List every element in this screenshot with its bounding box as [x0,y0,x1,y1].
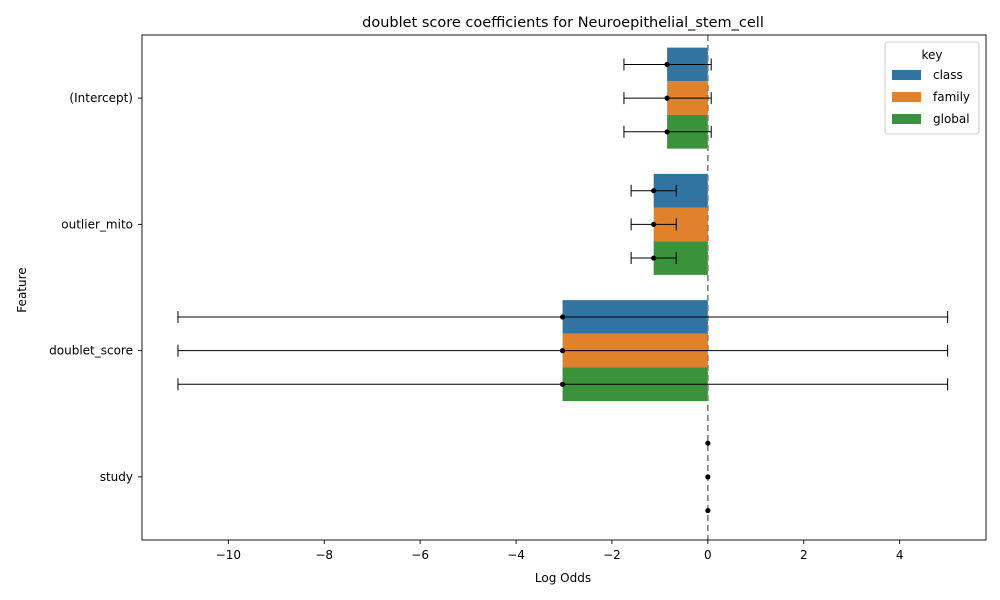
estimate-point [664,61,670,68]
legend-swatch-class [892,70,921,80]
estimate-point [664,95,670,101]
plot-area: −10 −8 −6 −4 −2 0 2 4 (Intercept) outlier_mitodou… [49,34,987,562]
x-tick-label: 2 [800,548,808,562]
legend-title: key [921,48,942,62]
estimate-point [559,348,566,354]
legend-swatch-global [892,114,921,124]
legend-swatch-family [892,92,921,102]
estimate-point [705,507,711,514]
legend-label-class: class [933,68,963,82]
error-bar-class-1 [630,184,677,197]
legend-label-family: family [933,90,970,104]
legend-box [884,41,980,135]
error-bar-global-3 [705,507,711,514]
x-tick-label: −4 [507,548,525,562]
legend-label-global: global [933,112,970,126]
error-bar-family-3 [705,474,711,480]
error-bar-global-2 [177,378,949,391]
legend: key class family global [884,41,980,135]
chart-title: doublet score coefficients for Neuroepit… [362,15,764,31]
error-bar-family-2 [177,344,949,357]
x-tick-label: −8 [315,548,333,562]
error-bar-class-2 [177,310,949,323]
error-bar-family-1 [630,218,677,231]
estimate-point [651,221,657,227]
y-tick-label: outlier_mito [61,217,133,231]
error-bar-class-0 [623,58,712,71]
y-tick-label: doublet_score [49,344,133,358]
estimate-point [705,440,711,446]
x-axis-title: Log Odds [535,571,591,585]
error-bar-class-3 [705,440,711,446]
estimate-point [651,188,657,194]
x-tick-label: −2 [603,548,621,562]
x-tick-label: −6 [411,548,429,562]
x-tick-label: 0 [704,548,712,562]
error-bar-global-1 [630,252,677,265]
estimate-point [664,129,670,135]
error-bar-global-0 [623,125,712,138]
y-axis-title: Feature [15,267,29,312]
y-tick-label: (Intercept) [69,91,133,105]
estimate-point [705,474,711,480]
estimate-point [559,314,566,320]
axes-frame [141,34,987,541]
estimate-point [651,255,657,261]
y-tick-label: study [100,470,133,484]
estimate-point [559,381,566,387]
x-tick-label: 4 [896,548,904,562]
x-tick-label: −10 [216,548,241,562]
error-bar-family-0 [623,92,712,105]
